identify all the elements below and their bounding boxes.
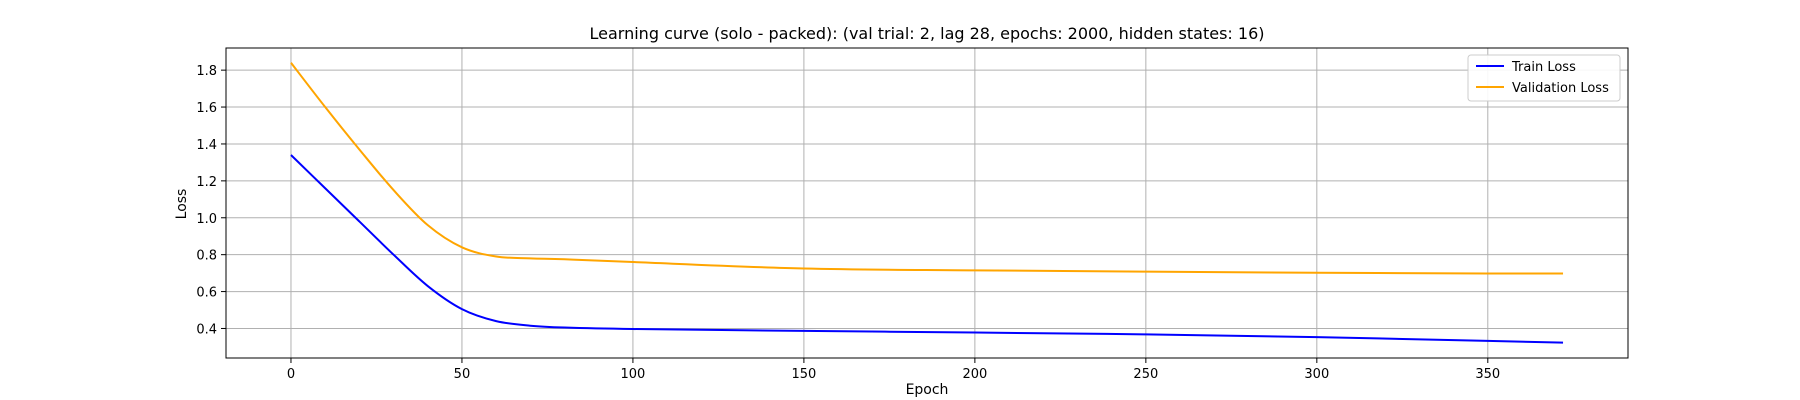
x-tick-label: 350 [1475, 367, 1500, 382]
series-line-validation-loss [290, 62, 1564, 275]
x-axis-label: Epoch [906, 382, 949, 398]
series-line-train-loss [290, 154, 1564, 344]
x-tick-label: 150 [791, 367, 816, 382]
x-tick-label: 200 [962, 367, 987, 382]
y-tick-label: 1.8 [196, 64, 217, 79]
x-tick-label: 100 [621, 367, 646, 382]
y-tick-label: 0.4 [196, 322, 217, 337]
x-tick-label: 300 [1304, 367, 1329, 382]
plot-area-frame [225, 47, 1629, 359]
legend-label-validation-loss: Validation Loss [1512, 81, 1609, 96]
legend: Train Loss Validation Loss [1467, 54, 1621, 102]
grid [226, 48, 1628, 358]
y-tick-label: 0.6 [196, 286, 217, 301]
legend-box [1467, 54, 1621, 102]
y-axis-label: Loss [174, 189, 190, 220]
y-tick-label: 1.6 [196, 101, 217, 116]
series-lines [290, 62, 1564, 344]
chart-title: Learning curve (solo - packed): (val tri… [590, 24, 1265, 43]
x-tick-label: 250 [1133, 367, 1158, 382]
y-axis-ticks: 0.4 0.6 0.8 1.0 1.2 1.4 1.6 1.8 [196, 64, 226, 337]
x-axis-ticks: 0 50 100 150 200 250 300 350 [287, 358, 1500, 382]
legend-label-train-loss: Train Loss [1511, 60, 1576, 75]
y-tick-label: 1.2 [196, 175, 217, 190]
x-tick-label: 0 [287, 367, 295, 382]
y-tick-label: 1.4 [196, 138, 217, 153]
x-tick-label: 50 [454, 367, 471, 382]
y-tick-label: 0.8 [196, 249, 217, 264]
y-tick-label: 1.0 [196, 212, 217, 227]
